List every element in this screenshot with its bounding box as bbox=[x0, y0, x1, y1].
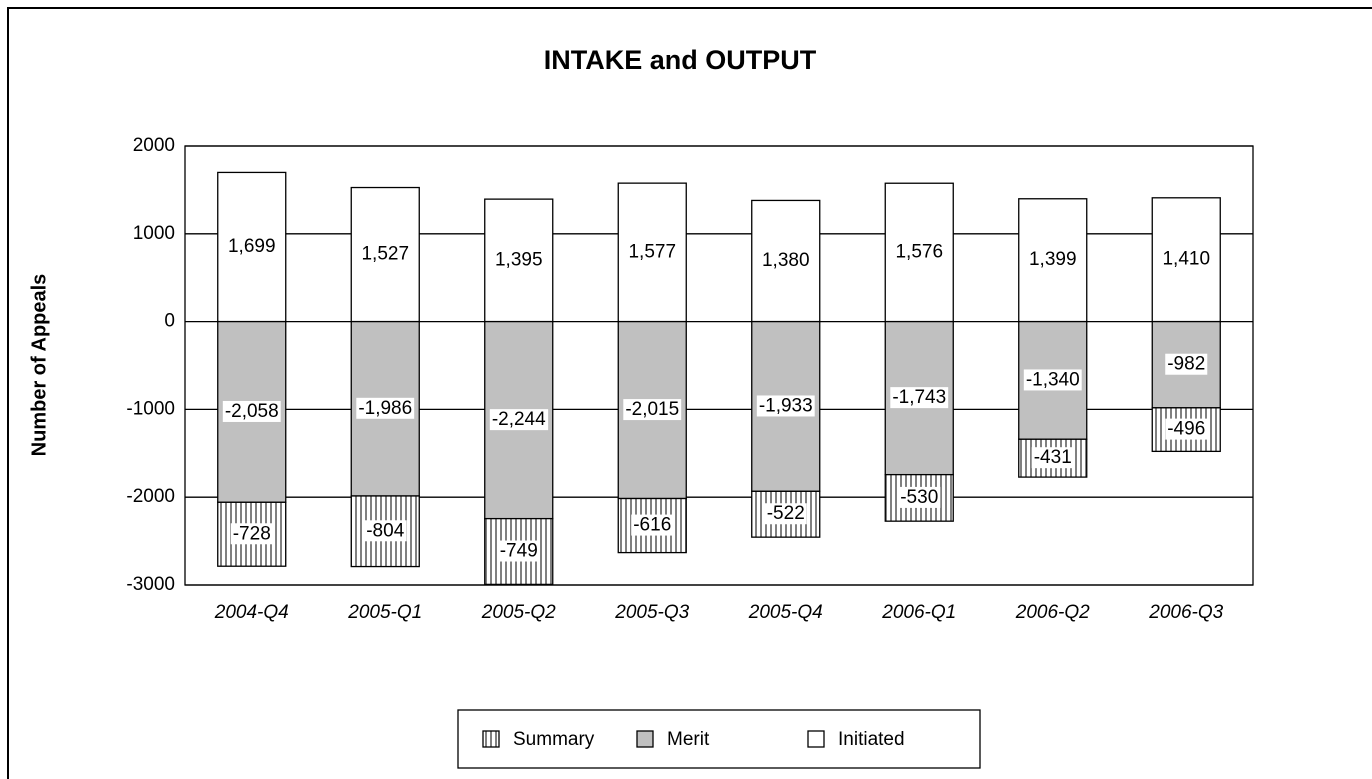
x-tick-label: 2006-Q3 bbox=[1148, 602, 1223, 623]
data-label-bg bbox=[756, 395, 815, 417]
data-label-bg bbox=[364, 520, 407, 542]
plot-area bbox=[185, 146, 1253, 585]
y-tick-label: -3000 bbox=[126, 574, 175, 595]
data-label-bg bbox=[225, 236, 278, 258]
data-label-bg bbox=[626, 241, 679, 263]
data-label-bg bbox=[356, 397, 415, 419]
data-label-bg bbox=[893, 241, 946, 263]
data-label-bg bbox=[1026, 249, 1079, 271]
data-label: -2,244 bbox=[492, 409, 546, 430]
legend bbox=[457, 709, 981, 769]
plot-frame bbox=[184, 145, 1254, 586]
legend-swatch bbox=[636, 730, 654, 748]
data-label: 1,399 bbox=[1029, 249, 1077, 270]
data-label: -1,986 bbox=[358, 398, 412, 419]
data-label: 1,410 bbox=[1162, 249, 1210, 270]
x-tick-label: 2004-Q4 bbox=[214, 602, 289, 623]
data-label-bg bbox=[1165, 353, 1208, 375]
x-tick-label: 2005-Q4 bbox=[748, 602, 823, 623]
data-label: -804 bbox=[366, 520, 404, 541]
x-tick-label: 2005-Q1 bbox=[347, 602, 422, 623]
data-label-bg bbox=[623, 399, 682, 421]
data-label: -431 bbox=[1034, 447, 1072, 468]
data-label-bg bbox=[359, 243, 412, 265]
data-label: 1,395 bbox=[495, 249, 543, 270]
x-tick-label: 2005-Q3 bbox=[614, 602, 689, 623]
y-tick-label: 0 bbox=[164, 311, 175, 332]
y-tick-label: -2000 bbox=[126, 486, 175, 507]
data-label-bg bbox=[489, 409, 549, 431]
data-label: -496 bbox=[1167, 419, 1205, 440]
data-label-bg bbox=[222, 400, 281, 422]
y-tick-label: -1000 bbox=[126, 398, 175, 419]
data-label: -982 bbox=[1167, 354, 1205, 375]
data-label-bg bbox=[898, 486, 941, 508]
chart-border bbox=[7, 7, 1372, 779]
x-tick-label: 2006-Q2 bbox=[1015, 602, 1090, 623]
data-label: -530 bbox=[900, 487, 938, 508]
data-label: -2,015 bbox=[625, 399, 679, 420]
data-label: 1,576 bbox=[895, 241, 943, 262]
y-tick-label: 1000 bbox=[133, 223, 175, 244]
legend-label: Initiated bbox=[838, 729, 905, 750]
data-label: 1,527 bbox=[361, 244, 409, 265]
x-tick-label: 2005-Q2 bbox=[481, 602, 556, 623]
data-label: -2,058 bbox=[225, 401, 279, 422]
y-tick-label: 2000 bbox=[133, 135, 175, 156]
bar-segment bbox=[1151, 407, 1221, 453]
data-label: 1,577 bbox=[628, 241, 676, 262]
data-label-bg bbox=[759, 250, 812, 272]
data-label: -1,933 bbox=[759, 395, 813, 416]
data-label: -1,743 bbox=[892, 387, 946, 408]
data-label: -1,340 bbox=[1026, 369, 1080, 390]
data-label-bg bbox=[890, 387, 949, 409]
legend-label: Summary bbox=[513, 729, 595, 750]
data-label-bg bbox=[1031, 447, 1074, 469]
data-label-bg bbox=[1160, 248, 1213, 270]
data-label: -728 bbox=[233, 523, 271, 544]
legend-label: Merit bbox=[667, 729, 710, 750]
data-label-bg bbox=[631, 514, 674, 536]
data-label: 1,380 bbox=[762, 250, 810, 271]
data-label: 1,699 bbox=[228, 236, 276, 257]
legend-swatch bbox=[807, 730, 825, 748]
data-label-bg bbox=[492, 249, 545, 271]
data-label: -616 bbox=[633, 515, 671, 536]
data-label: -749 bbox=[500, 541, 538, 562]
x-tick-label: 2006-Q1 bbox=[881, 602, 956, 623]
chart-title: INTAKE and OUTPUT bbox=[544, 45, 817, 75]
data-label-bg bbox=[497, 540, 540, 562]
data-label: -522 bbox=[767, 503, 805, 524]
data-label-bg bbox=[1023, 369, 1082, 391]
data-label-bg bbox=[230, 523, 273, 545]
data-label-bg bbox=[1165, 418, 1208, 440]
legend-swatch bbox=[482, 730, 500, 748]
data-label-bg bbox=[764, 503, 807, 525]
y-axis-label: Number of Appeals bbox=[28, 274, 50, 457]
